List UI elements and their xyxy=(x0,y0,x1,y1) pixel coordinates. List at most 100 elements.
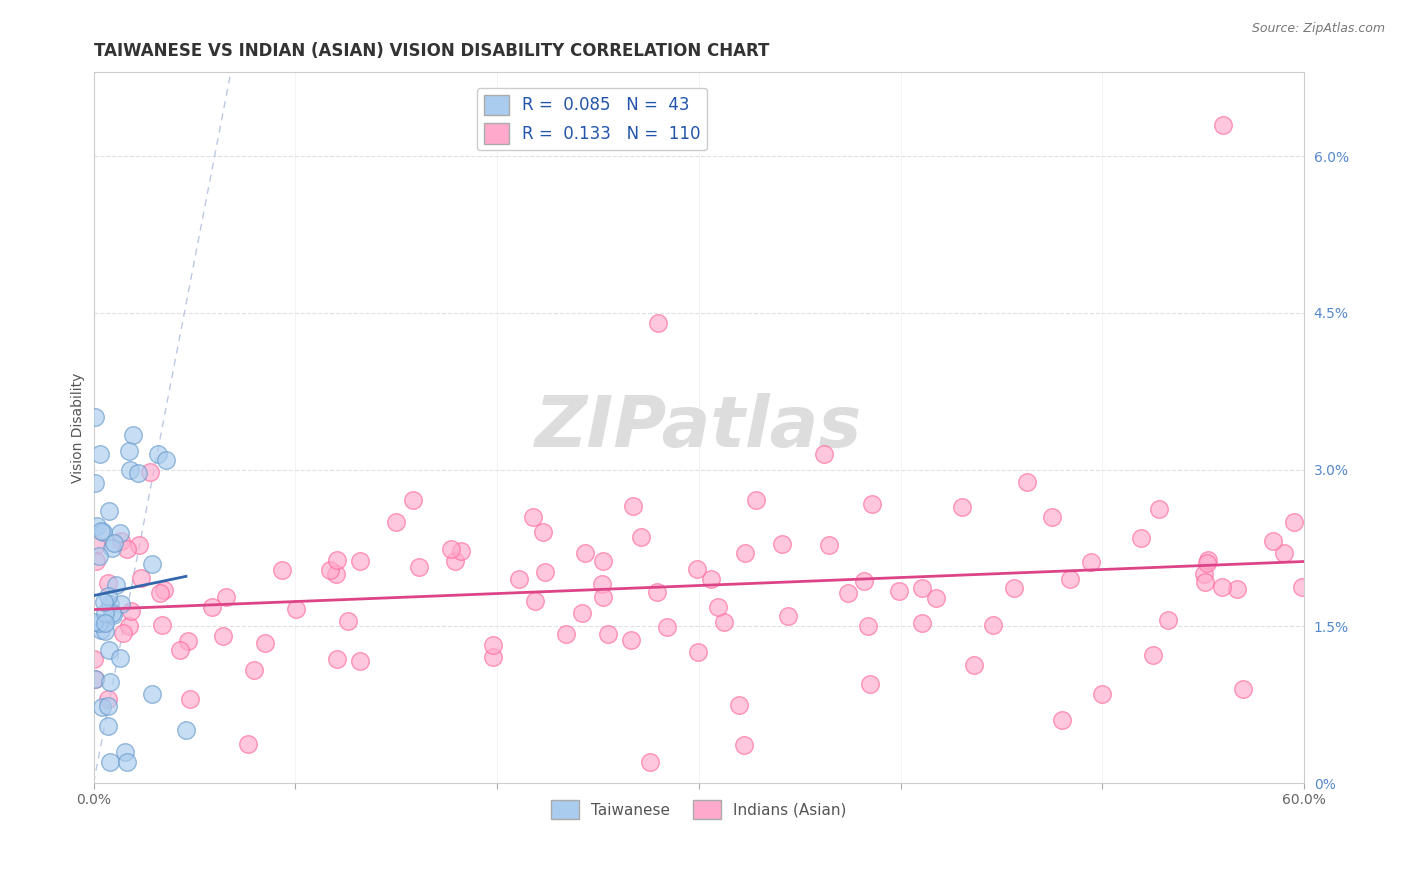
Point xyxy=(349,654,371,668)
Point xyxy=(201,599,224,614)
Point xyxy=(1232,681,1254,696)
Point xyxy=(122,428,145,442)
Point xyxy=(84,554,107,568)
Point xyxy=(285,601,308,615)
Point xyxy=(104,578,127,592)
Legend: Taiwanese, Indians (Asian): Taiwanese, Indians (Asian) xyxy=(546,794,852,825)
Point xyxy=(96,718,118,732)
Point xyxy=(155,452,177,467)
Point xyxy=(963,657,986,672)
Text: Source: ZipAtlas.com: Source: ZipAtlas.com xyxy=(1251,22,1385,36)
Point xyxy=(120,462,142,476)
Point xyxy=(853,574,876,588)
Point xyxy=(1050,714,1073,728)
Point xyxy=(482,638,505,652)
Point xyxy=(103,536,125,550)
Point xyxy=(174,723,197,737)
Point xyxy=(98,674,121,689)
Text: TAIWANESE VS INDIAN (ASIAN) VISION DISABILITY CORRELATION CHART: TAIWANESE VS INDIAN (ASIAN) VISION DISAB… xyxy=(94,42,769,60)
Point xyxy=(983,618,1005,632)
Point xyxy=(148,447,170,461)
Point xyxy=(630,530,652,544)
Point xyxy=(574,546,596,560)
Point xyxy=(1211,580,1233,594)
Point xyxy=(647,316,669,330)
Point xyxy=(236,737,259,751)
Point xyxy=(837,586,859,600)
Point xyxy=(440,542,463,557)
Point xyxy=(110,534,132,549)
Point xyxy=(706,600,728,615)
Point xyxy=(93,616,115,631)
Point xyxy=(591,577,613,591)
Point xyxy=(87,549,110,563)
Point xyxy=(349,554,371,568)
Point xyxy=(776,608,799,623)
Point xyxy=(141,557,163,571)
Point xyxy=(1059,572,1081,586)
Point xyxy=(94,624,117,638)
Point xyxy=(924,591,946,605)
Point xyxy=(337,614,360,628)
Point xyxy=(860,497,883,511)
Point xyxy=(91,524,114,539)
Point xyxy=(571,607,593,621)
Point xyxy=(1002,581,1025,595)
Point xyxy=(1272,546,1295,560)
Point xyxy=(177,634,200,648)
Point xyxy=(150,617,173,632)
Point xyxy=(115,755,138,769)
Point xyxy=(1212,118,1234,132)
Point xyxy=(1194,567,1216,582)
Point xyxy=(114,745,136,759)
Point xyxy=(733,738,755,752)
Point xyxy=(531,525,554,540)
Point xyxy=(402,493,425,508)
Point xyxy=(728,698,751,712)
Point xyxy=(111,626,134,640)
Point xyxy=(813,447,835,461)
Text: ZIPatlas: ZIPatlas xyxy=(536,393,862,462)
Point xyxy=(1142,648,1164,662)
Point xyxy=(179,692,201,706)
Point xyxy=(118,619,141,633)
Point xyxy=(141,687,163,701)
Point xyxy=(523,594,546,608)
Point xyxy=(127,466,149,480)
Point xyxy=(481,650,503,665)
Point xyxy=(97,576,120,591)
Point xyxy=(325,652,347,666)
Point xyxy=(859,677,882,691)
Point xyxy=(770,537,793,551)
Point xyxy=(319,563,342,577)
Point xyxy=(1091,687,1114,701)
Point xyxy=(97,504,120,518)
Point xyxy=(910,582,932,596)
Point xyxy=(655,620,678,634)
Point xyxy=(86,518,108,533)
Point xyxy=(1040,510,1063,524)
Point xyxy=(522,510,544,524)
Point xyxy=(83,672,105,686)
Point xyxy=(243,663,266,677)
Point xyxy=(169,643,191,657)
Point xyxy=(889,583,911,598)
Point xyxy=(110,526,132,541)
Point xyxy=(149,586,172,600)
Point xyxy=(508,572,530,586)
Point xyxy=(97,698,120,713)
Point xyxy=(1015,475,1038,490)
Point xyxy=(97,692,120,706)
Point xyxy=(1080,555,1102,569)
Point xyxy=(325,567,347,582)
Point xyxy=(118,444,141,458)
Point xyxy=(84,672,107,686)
Point xyxy=(1147,502,1170,516)
Point xyxy=(98,643,121,657)
Point xyxy=(101,541,124,555)
Point xyxy=(100,606,122,620)
Point xyxy=(90,700,112,714)
Point xyxy=(1157,613,1180,627)
Point xyxy=(699,572,721,586)
Point xyxy=(128,538,150,552)
